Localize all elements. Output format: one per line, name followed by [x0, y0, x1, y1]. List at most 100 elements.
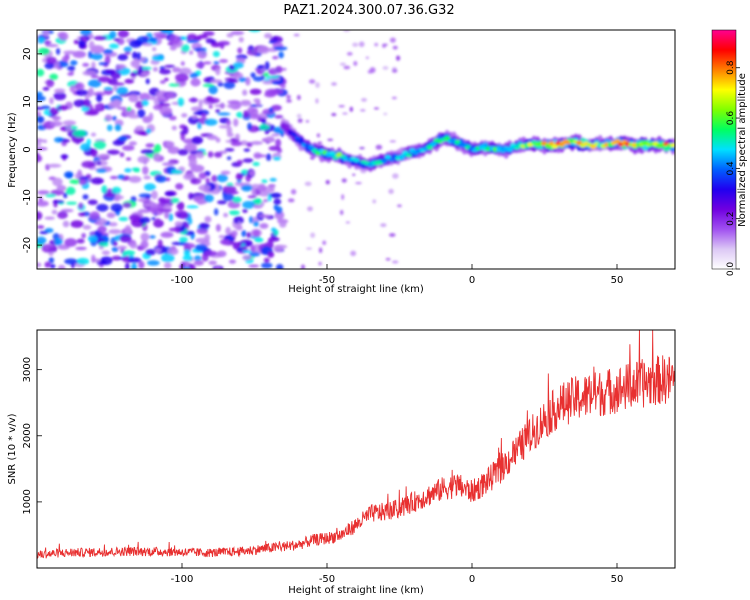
snr-series-line: [37, 330, 675, 560]
spectrogram-cell: [195, 61, 205, 69]
spectrogram-cell: [113, 38, 121, 42]
spectrogram-cell: [301, 264, 305, 269]
spectrogram-cell: [54, 237, 63, 246]
figure-title: PAZ1.2024.300.07.36.G32: [283, 3, 454, 18]
spectrogram-cell: [342, 112, 348, 115]
spectrogram-cell: [290, 188, 297, 195]
spectrogram-cell: [350, 250, 357, 257]
spectrogram-cell: [91, 254, 96, 263]
spectrogram-cell: [111, 82, 125, 86]
spectrogram-cell: [236, 221, 242, 230]
spectrogram-cell: [367, 69, 373, 74]
spectrogram-cell: [159, 106, 173, 116]
spectrogram-cell: [50, 120, 63, 127]
spectrogram-cell: [226, 33, 234, 38]
spectrogram-cell: [62, 138, 71, 143]
spectrogram-cell: [37, 142, 42, 147]
spectrogram-cell: [41, 244, 54, 248]
spectrogram-cell: [193, 260, 204, 266]
spectrogram-cell: [37, 95, 46, 102]
spectrogram-cell: [249, 113, 261, 120]
spectrogram-cell: [279, 221, 287, 228]
spectrogram-cell: [46, 78, 55, 88]
spectrogram-cell: [128, 175, 142, 183]
spectrogram-cell: [70, 220, 84, 228]
spectrogram-cell: [248, 216, 254, 224]
spectrogram-cell: [124, 51, 131, 55]
spectrogram-cell: [391, 260, 399, 264]
snr-y-tick-label: 1000: [22, 489, 33, 514]
spectrogram-cell: [191, 136, 204, 145]
spectrogram-cell: [374, 42, 379, 47]
spectrogram-cell: [214, 151, 223, 158]
spectrogram-cell: [158, 197, 166, 203]
spectrogram-x-tick-label: -50: [319, 275, 335, 286]
spectrogram-cell: [44, 216, 56, 220]
spectrogram-cell: [37, 111, 42, 117]
spectrogram-cell: [168, 213, 174, 222]
spectrogram-cell: [382, 44, 387, 48]
spectrogram-cell: [87, 79, 102, 88]
spectrogram-cell: [62, 220, 70, 228]
spectrogram-cell: [352, 42, 359, 47]
spectrogram-cell: [230, 30, 245, 36]
spectrogram-cell: [247, 106, 255, 115]
spectrogram-cell: [287, 198, 295, 203]
spectrogram-cell: [318, 247, 323, 254]
spectrogram-cell: [286, 94, 291, 100]
spectrogram-cell: [273, 46, 288, 51]
spectrogram-cell: [338, 105, 345, 108]
spectrogram-cell: [392, 67, 397, 70]
spectrogram-cell: [124, 78, 135, 84]
spectrogram-cell: [186, 205, 199, 209]
spectrogram-cell: [159, 66, 165, 70]
spectrogram-cell: [214, 266, 221, 269]
spectrogram-cell: [253, 154, 267, 158]
spectrogram-cell: [137, 155, 150, 164]
spectrogram-cell: [140, 240, 149, 249]
spectrogram-cell: [228, 210, 240, 216]
spectrogram-y-tick-label: -10: [22, 189, 33, 205]
spectrogram-cell: [361, 98, 367, 102]
spectrogram-cell: [174, 221, 183, 227]
spectrogram-cell: [127, 257, 142, 263]
snr-y-tick-label: 3000: [22, 357, 33, 382]
spectrogram-cell: [224, 147, 235, 152]
spectrogram-cell: [194, 243, 208, 251]
spectrogram-ridge-cell: [405, 153, 412, 158]
spectrogram-cell: [100, 256, 113, 266]
spectrogram-cell: [44, 261, 51, 268]
spectrogram-cell: [273, 156, 281, 161]
spectrogram-cell: [118, 216, 129, 222]
spectrogram-cell: [193, 47, 207, 51]
spectrogram-cell: [343, 65, 351, 70]
spectrogram-cell: [197, 49, 207, 59]
spectrogram-cell: [78, 178, 87, 186]
spectrogram-ridge-cell: [429, 142, 437, 147]
spectrogram-cell: [219, 59, 228, 63]
spectrogram-cell: [76, 257, 90, 265]
spectrogram-cell: [143, 202, 153, 207]
spectrogram-cell: [37, 225, 45, 229]
spectrogram-cell: [208, 260, 218, 266]
spectrogram-cell: [218, 124, 231, 129]
spectrogram-cell: [179, 213, 188, 219]
spectrogram-cell: [57, 264, 66, 269]
spectrogram-cell: [315, 82, 320, 88]
colorbar-tick-label: 0.8: [726, 60, 736, 75]
spectrogram-cell: [78, 202, 84, 210]
spectrogram-image: [37, 30, 675, 269]
spectrogram-y-tick-label: -20: [22, 237, 33, 253]
spectrogram-cell: [67, 72, 74, 76]
spectrogram-cell: [115, 64, 125, 70]
spectrogram-cell: [252, 161, 260, 167]
spectrogram-cell: [259, 123, 270, 131]
spectrogram-cell: [37, 190, 50, 195]
spectrogram-cell: [67, 65, 76, 71]
spectrogram-cell: [391, 68, 398, 73]
spectrogram-cell: [182, 254, 193, 262]
spectrogram-cell: [341, 194, 345, 200]
spectrogram-cell: [51, 209, 58, 215]
spectrogram-cell: [106, 149, 120, 155]
